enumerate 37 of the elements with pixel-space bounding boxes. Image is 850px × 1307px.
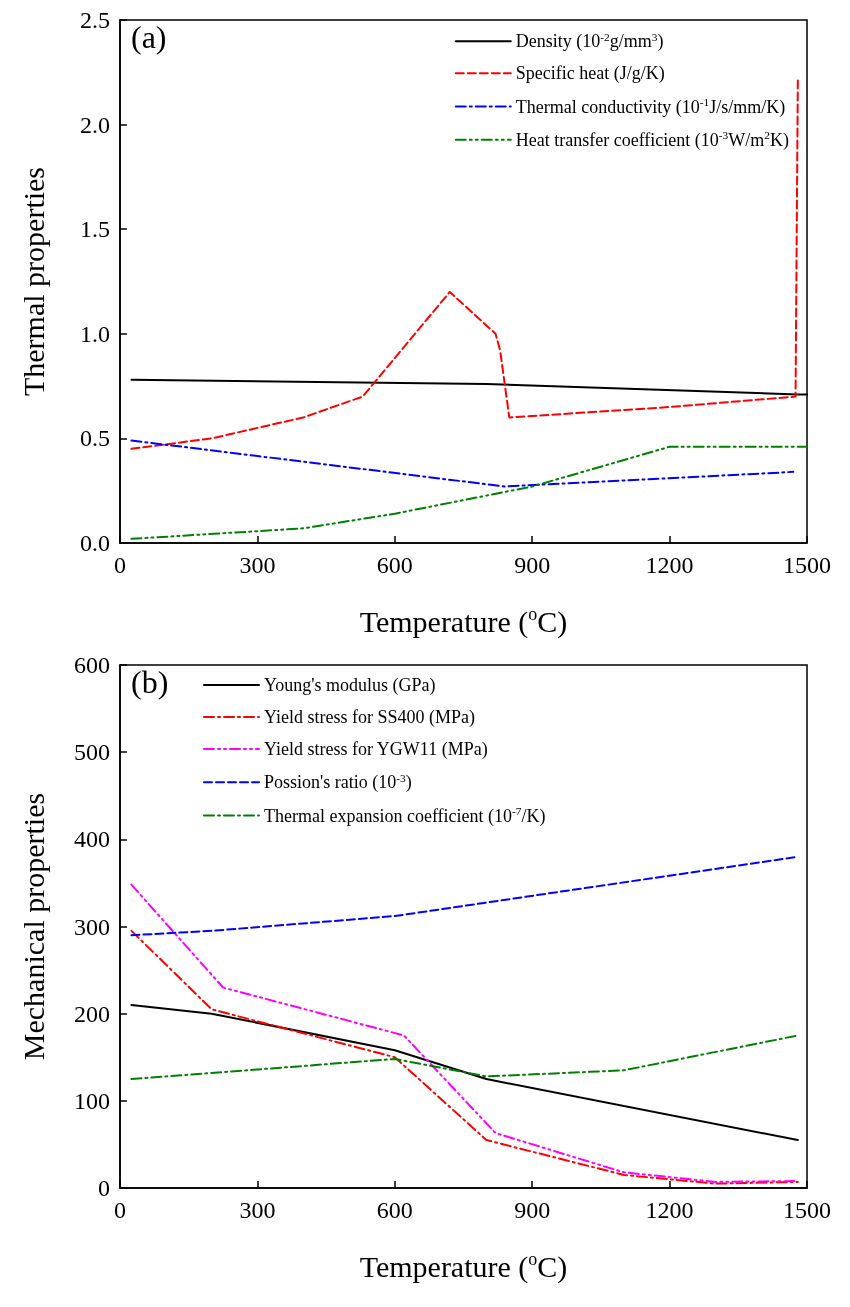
line-series [130, 1003, 799, 1142]
x-tick-label: 1500 [783, 1197, 831, 1223]
x-tick-label: 600 [376, 552, 413, 578]
x-tick-label: 1200 [645, 1197, 694, 1223]
legend-label: Young's modulus (GPa) [264, 675, 436, 696]
y-tick-label: 0 [98, 1175, 110, 1201]
legend-label: Specific heat (J/g/K) [515, 63, 665, 85]
line-series [130, 1034, 799, 1081]
x-tick-label: 300 [239, 552, 276, 578]
y-tick-label: 1.5 [80, 216, 110, 243]
y-axis-title: Mechanical properties [16, 792, 50, 1061]
chart-title: (b) [131, 664, 169, 700]
legend-label: Yield stress for YGW11 (MPa) [264, 739, 488, 760]
y-tick-label: 2.0 [80, 111, 110, 138]
x-tick-label: 300 [239, 1197, 276, 1223]
y-tick-label: 1.0 [80, 320, 110, 347]
y-tick-label: 0.0 [80, 530, 110, 556]
x-tick-label: 900 [514, 552, 551, 578]
x-tick-label: 1500 [783, 552, 831, 578]
y-tick-label: 300 [74, 913, 110, 940]
x-tick-label: 0 [114, 1197, 126, 1223]
line-series [130, 929, 799, 1185]
y-tick-label: 0.5 [80, 425, 110, 452]
y-tick-label: 500 [74, 739, 110, 766]
y-tick-label: 100 [74, 1087, 110, 1114]
x-tick-label: 0 [114, 552, 126, 578]
x-tick-label: 1200 [645, 552, 694, 578]
y-tick-label: 600 [74, 652, 110, 678]
legend-label: Yield stress for SS400 (MPa) [264, 707, 475, 728]
x-tick-label: 900 [514, 1197, 551, 1223]
y-tick-label: 400 [74, 826, 110, 853]
y-axis-title: Thermal properties [16, 166, 50, 397]
line-series [130, 445, 808, 540]
x-tick-label: 600 [376, 1197, 413, 1223]
y-tick-label: 2.5 [80, 7, 110, 33]
y-tick-label: 200 [74, 1000, 110, 1027]
chart-title: (a) [131, 19, 167, 55]
